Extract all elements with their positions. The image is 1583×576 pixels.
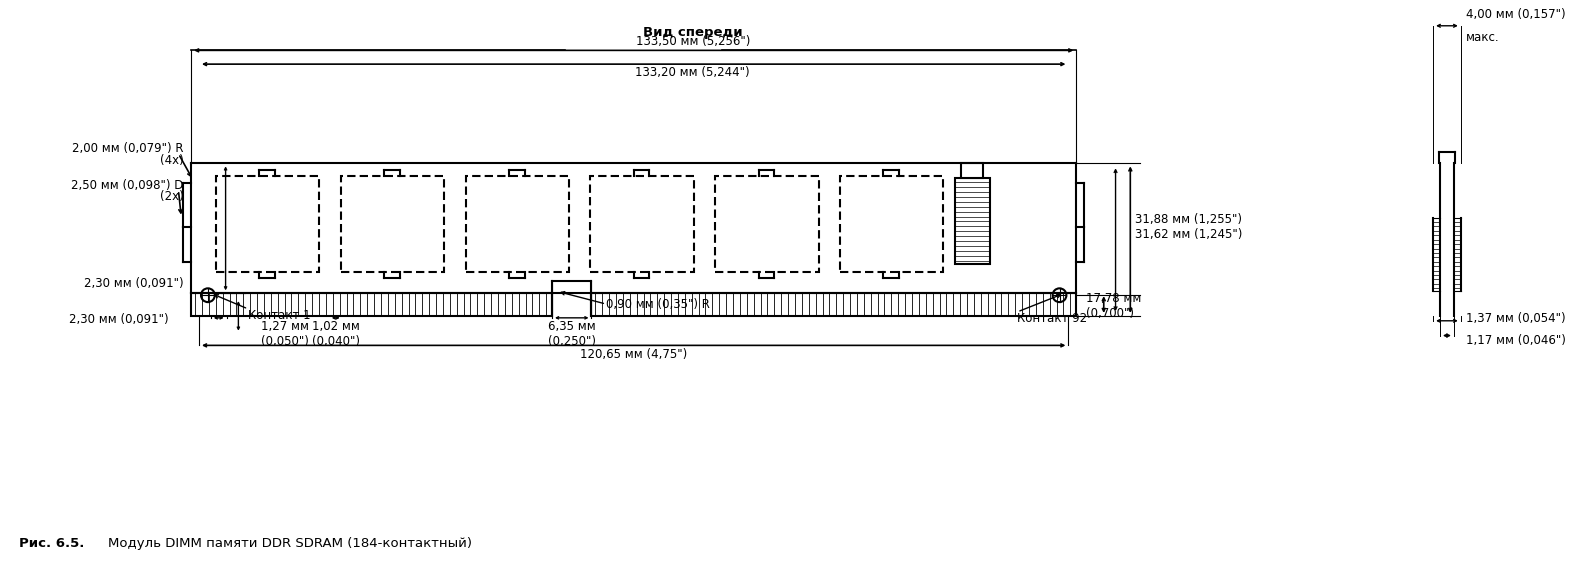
Bar (955, 178, 989, 264)
Bar (841, 176, 943, 272)
Text: 133,50 мм (5,256"): 133,50 мм (5,256") (635, 35, 750, 48)
Bar (465, 176, 568, 272)
Text: Вид спереди: Вид спереди (643, 26, 742, 39)
Text: 133,20 мм (5,244"): 133,20 мм (5,244") (635, 66, 750, 79)
Text: 31,62 мм (1,245"): 31,62 мм (1,245") (1135, 228, 1243, 241)
Text: 2,50 мм (0,098") D: 2,50 мм (0,098") D (71, 179, 184, 192)
Text: 120,65 мм (4,75"): 120,65 мм (4,75") (579, 348, 687, 361)
Text: 1,02 мм
(0,040"): 1,02 мм (0,040") (312, 320, 359, 348)
Text: макс.: макс. (1466, 31, 1499, 44)
Text: 1,17 мм (0,046"): 1,17 мм (0,046") (1466, 334, 1566, 347)
Text: 2,00 мм (0,079") R: 2,00 мм (0,079") R (71, 142, 184, 155)
Bar (961, 164, 983, 178)
Text: 17,78 мм
(0,700"): 17,78 мм (0,700") (1086, 291, 1141, 320)
Text: (2x): (2x) (160, 191, 184, 203)
Bar (716, 176, 818, 272)
Bar (590, 176, 693, 272)
Text: Контакт 92: Контакт 92 (1018, 312, 1088, 325)
Text: Контакт 1: Контакт 1 (249, 309, 310, 322)
Text: 1,37 мм (0,054"): 1,37 мм (0,054") (1466, 312, 1566, 325)
Text: 2,30 мм (0,091"): 2,30 мм (0,091") (70, 313, 168, 327)
Bar (192, 293, 552, 316)
Text: 31,88 мм (1,255"): 31,88 мм (1,255") (1135, 214, 1243, 226)
Text: Рис. 6.5.: Рис. 6.5. (19, 537, 89, 550)
Text: (4x): (4x) (160, 154, 184, 167)
Bar (340, 176, 443, 272)
Text: 0,90 мм (0,35") R: 0,90 мм (0,35") R (606, 298, 711, 310)
Text: Модуль DIMM памяти DDR SDRAM (184-контактный): Модуль DIMM памяти DDR SDRAM (184-контак… (109, 537, 472, 550)
Text: 4,00 мм (0,157"): 4,00 мм (0,157") (1466, 8, 1566, 21)
Text: 1,27 мм
(0,050"): 1,27 мм (0,050") (261, 320, 309, 348)
Bar (592, 293, 1076, 316)
Bar (215, 176, 320, 272)
Text: 2,30 мм (0,091"): 2,30 мм (0,091") (84, 277, 184, 290)
Text: 6,35 мм
(0,250"): 6,35 мм (0,250") (548, 320, 595, 348)
